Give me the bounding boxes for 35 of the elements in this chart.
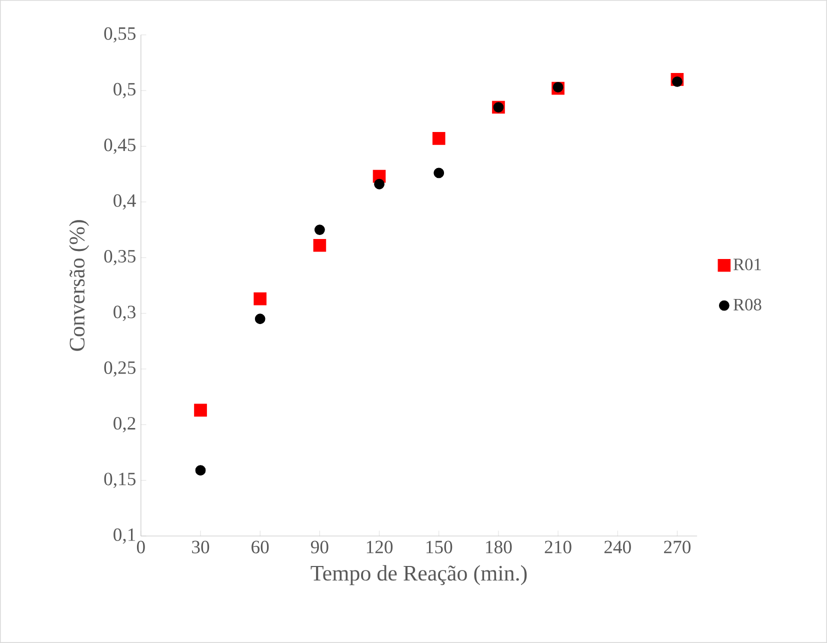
point xyxy=(254,314,266,324)
point xyxy=(254,292,267,306)
legend-label: R01 xyxy=(733,258,761,270)
x-tick-label: 240 xyxy=(604,540,631,554)
x-axis-title: Tempo de Reação (min.) xyxy=(310,565,527,586)
point xyxy=(194,404,207,417)
x-tick-label: 150 xyxy=(426,540,452,554)
point xyxy=(313,238,326,252)
y-tick-label: 0,2 xyxy=(114,417,136,432)
y-tick-label: 0,25 xyxy=(104,361,136,377)
y-tick-label: 0,3 xyxy=(114,306,136,321)
y-tick-label: 0,5 xyxy=(114,82,136,98)
point xyxy=(432,132,446,145)
point xyxy=(195,465,206,476)
x-tick-label: 30 xyxy=(192,540,210,554)
y-axis-title: Conversão (%) xyxy=(69,220,90,351)
x-tick-label: 90 xyxy=(310,540,328,554)
y-tick-label: 0,4 xyxy=(114,194,136,210)
y-tick-label: 0,35 xyxy=(104,250,136,266)
point xyxy=(314,224,325,236)
x-tick-label: 210 xyxy=(544,540,572,554)
x-tick-label: 180 xyxy=(486,540,512,554)
point xyxy=(552,82,564,92)
legend-label: R08 xyxy=(733,298,762,311)
point xyxy=(434,168,444,178)
point xyxy=(374,178,384,190)
x-tick-label: 0 xyxy=(136,540,145,554)
y-tick-label: 0,45 xyxy=(104,138,136,154)
x-tick-label: 270 xyxy=(664,540,691,554)
y-tick-label: 0,55 xyxy=(104,27,136,43)
point xyxy=(672,76,682,87)
y-tick-label: 0,15 xyxy=(104,472,136,488)
y-tick-label: 0,1 xyxy=(114,528,136,544)
x-tick-label: 120 xyxy=(366,540,393,554)
x-tick-label: 60 xyxy=(252,540,269,554)
